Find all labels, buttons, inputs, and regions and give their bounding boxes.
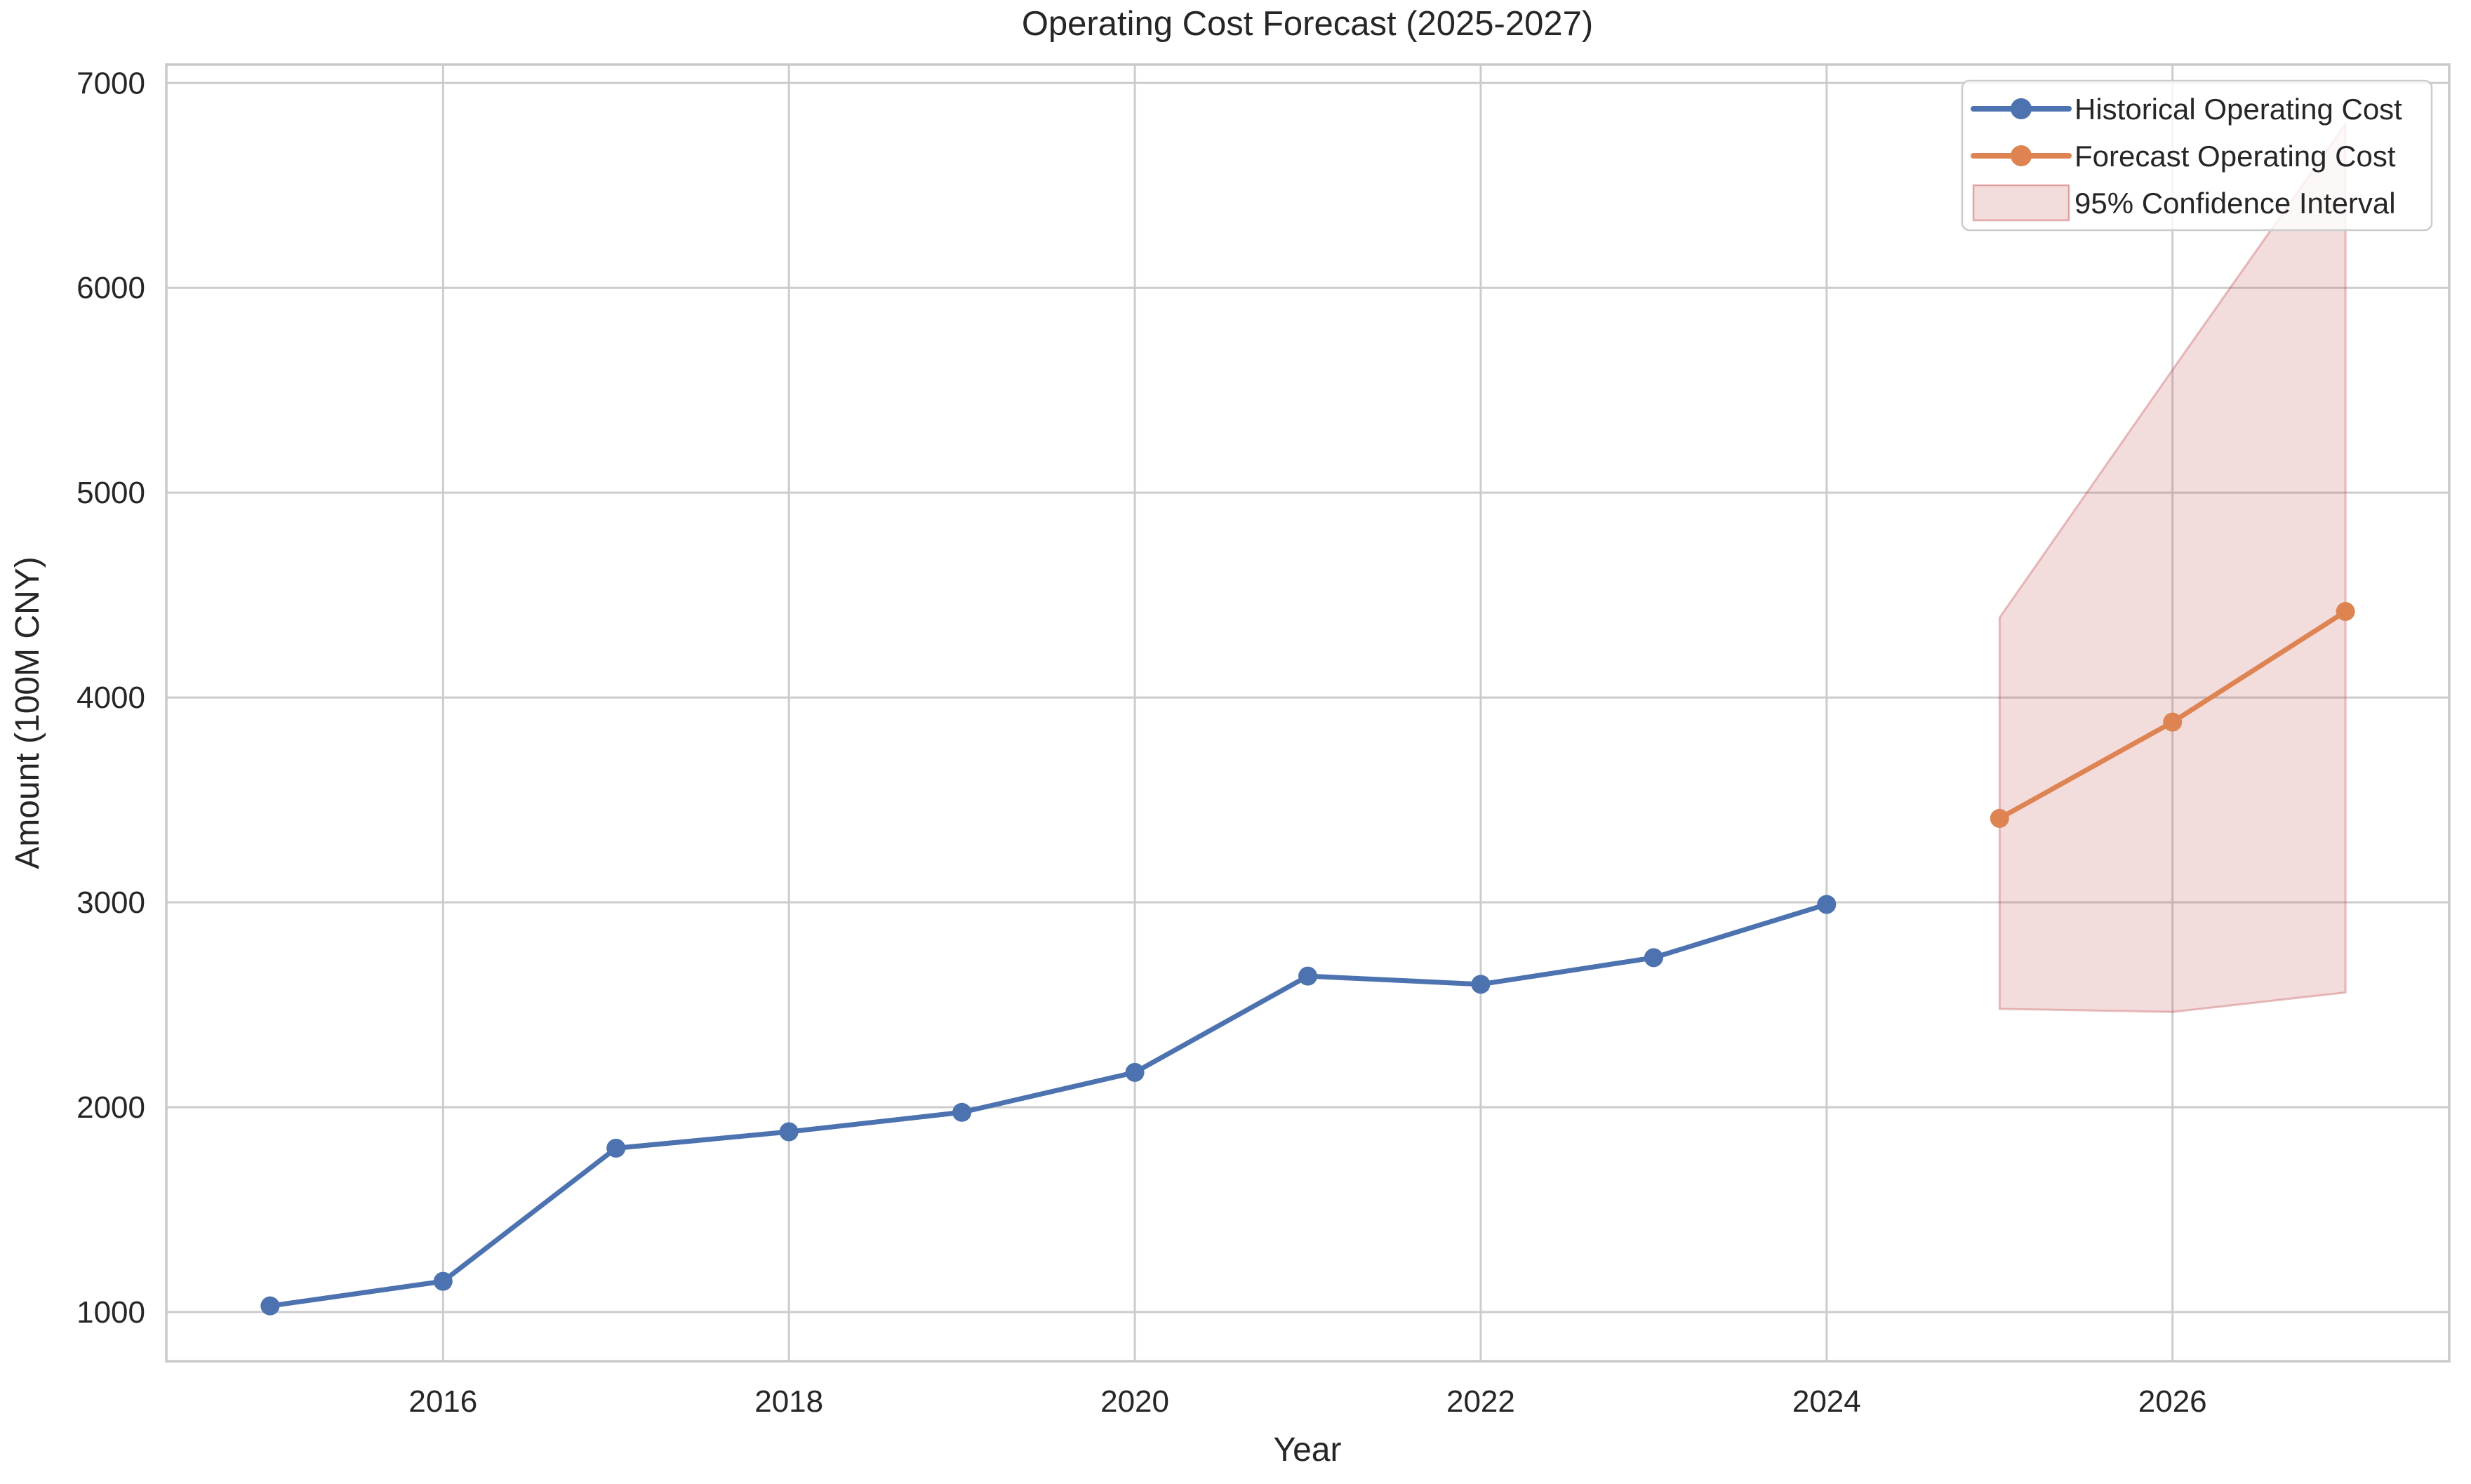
axis-ticks: 1000 2000 3000 4000 5000 6000 7000 2016 2018 2020… [76,66,2207,1419]
legend-label-confidence: 95% Confidence Interval [2074,187,2396,220]
x-tick-label: 2016 [408,1384,477,1419]
x-tick-label: 2022 [1446,1384,1515,1419]
y-tick-label: 1000 [76,1295,145,1330]
forecast-marker [1990,808,2009,828]
legend-patch [1972,184,2070,222]
historical-marker [952,1102,972,1122]
historical-marker [779,1122,799,1142]
y-tick-label: 4000 [76,681,145,715]
plot-border [165,63,2451,1363]
plot-area [165,63,2451,1363]
legend-box [1961,79,2433,232]
x-axis-label: Year [1274,1431,1342,1469]
historical-line-sample [1971,98,2072,119]
x-tick-label: 2018 [754,1384,823,1419]
historical-marker [260,1296,280,1316]
forecast-marker [2336,601,2355,621]
legend-marker [2011,145,2032,166]
forecast-line-sample [1971,145,2072,166]
historical-marker [1471,975,1491,994]
historical-marker [1125,1062,1145,1082]
historical-marker [606,1138,626,1158]
legend-item-historical: Historical Operating Cost [1971,93,2402,126]
x-tick-label: 2026 [2138,1384,2207,1419]
x-tick-label: 2024 [1792,1384,1861,1419]
historical-marker [433,1271,453,1291]
chart-title: Operating Cost Forecast (2025-2027) [1022,5,1593,43]
y-axis-label: Amount (100M CNY) [9,556,46,869]
y-tick-label: 6000 [76,271,145,305]
historical-marker [1644,948,1663,968]
historical-line [267,902,1830,1309]
y-tick-label: 7000 [76,66,145,100]
y-tick-label: 5000 [76,476,145,510]
legend-item-forecast: Forecast Operating Cost [1971,140,2396,173]
legend: Historical Operating Cost Forecast Opera… [1961,79,2433,232]
historical-marker [1817,895,1837,914]
forecast-marker [2163,712,2183,732]
legend-label-historical: Historical Operating Cost [2074,93,2402,126]
x-tick-label: 2020 [1100,1384,1169,1419]
legend-marker [2011,98,2032,119]
legend-item-confidence: 95% Confidence Interval [1972,184,2396,222]
historical-marker [1298,966,1317,986]
confidence-band [1998,120,2347,1013]
confidence-band-sample [1972,184,2070,222]
legend-label-forecast: Forecast Operating Cost [2074,140,2396,173]
y-tick-label: 3000 [76,885,145,920]
y-tick-label: 2000 [76,1090,145,1125]
